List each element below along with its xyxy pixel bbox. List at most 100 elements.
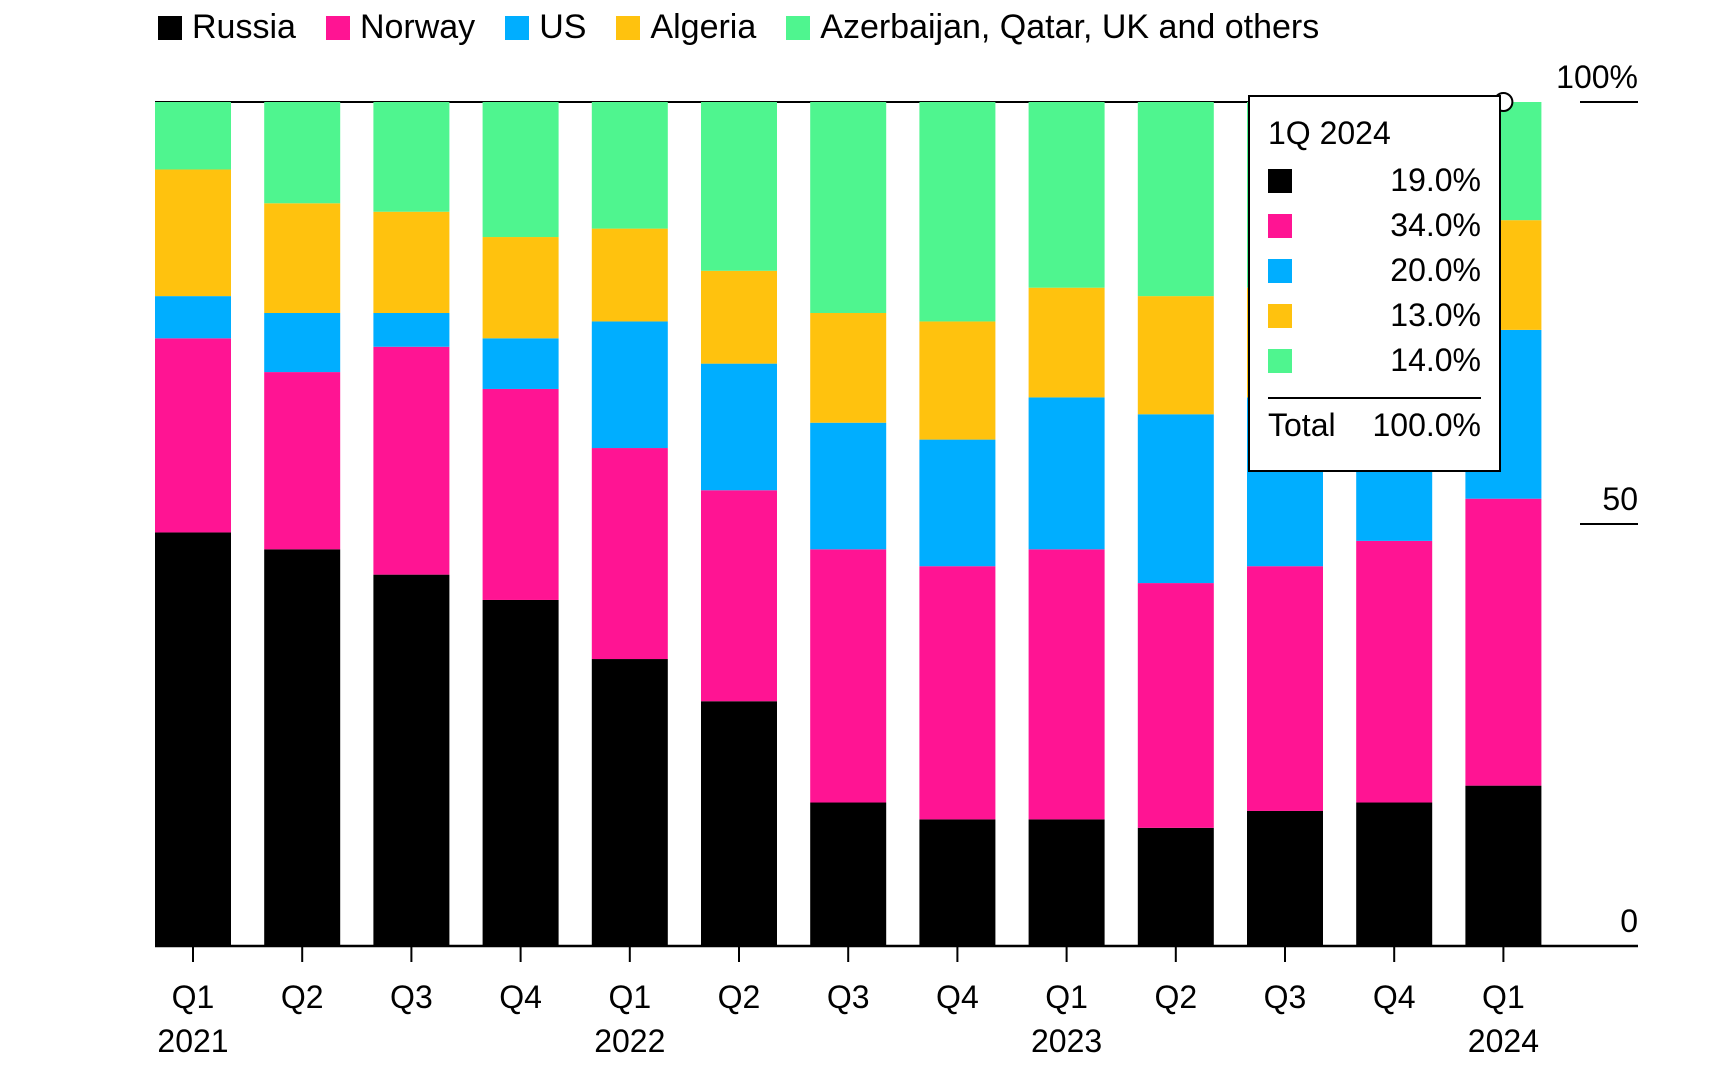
bar-segment xyxy=(810,802,887,946)
bar-segment xyxy=(482,599,559,946)
bar-segment xyxy=(1137,414,1214,584)
x-tick-label: Q1 xyxy=(1045,979,1088,1015)
bar-segment xyxy=(482,102,559,238)
bar-segment xyxy=(919,819,996,946)
bar-segment xyxy=(701,490,777,702)
bar-segment xyxy=(264,372,341,550)
tooltip-row: 13.0% xyxy=(1268,293,1481,338)
tooltip: 1Q 2024 19.0% 34.0% 20.0% 13.0% 14.0% Total … xyxy=(1248,95,1501,472)
bar-segment xyxy=(919,439,996,567)
tooltip-value: 19.0% xyxy=(1390,162,1481,198)
bar-segment xyxy=(591,102,668,229)
legend-item: Norway xyxy=(325,8,476,47)
tooltip-title: 1Q 2024 xyxy=(1268,115,1391,151)
legend-item: US xyxy=(505,8,586,47)
bar-segment xyxy=(482,237,559,339)
bar-segment xyxy=(482,388,559,600)
bar-segment xyxy=(1028,549,1105,820)
bar-segment xyxy=(701,270,777,364)
bar-segment xyxy=(1028,397,1105,550)
bar-segment xyxy=(1137,296,1214,415)
legend-item: Algeria xyxy=(616,8,756,47)
tooltip-total: Total 100.0% xyxy=(1268,407,1481,444)
bar-segment xyxy=(264,313,341,373)
bar-segment xyxy=(155,338,231,533)
x-tick-label: Q1 xyxy=(172,979,215,1015)
tooltip-swatch xyxy=(1268,258,1292,283)
x-tick-label: Q2 xyxy=(718,979,761,1015)
tooltip-value: 13.0% xyxy=(1390,297,1481,333)
legend: Russia Norway US Algeria Azerbaijan, Qatar, … xyxy=(158,8,1319,47)
bar-segment xyxy=(264,549,341,946)
x-tick-label: Q4 xyxy=(1373,979,1416,1015)
x-year-label: 2022 xyxy=(594,1023,665,1059)
legend-swatch xyxy=(325,15,350,40)
bar-segment xyxy=(373,102,450,212)
bar-segment xyxy=(373,211,450,313)
bar-segment xyxy=(155,102,231,170)
bar-segment xyxy=(1356,540,1433,803)
bar-segment xyxy=(1247,810,1323,946)
x-tick-label: Q3 xyxy=(390,979,433,1015)
bar-segment xyxy=(701,363,777,491)
bar-segment xyxy=(1028,819,1105,946)
x-tick-label: Q1 xyxy=(608,979,651,1015)
bar-segment xyxy=(810,313,887,423)
bar-segment xyxy=(1137,102,1214,297)
bar-segment xyxy=(1247,566,1323,811)
bar-segment xyxy=(701,701,777,946)
legend-swatch xyxy=(786,15,811,40)
bar-segment xyxy=(1465,498,1542,786)
y-tick-label: 0 xyxy=(1620,903,1638,939)
bar-segment xyxy=(373,574,450,946)
tooltip-swatch xyxy=(1268,168,1292,193)
legend-swatch xyxy=(158,15,182,40)
tooltip-row: 19.0% xyxy=(1268,158,1481,203)
x-tick-label: Q3 xyxy=(827,979,870,1015)
bar-segment xyxy=(919,102,996,322)
legend-label: Azerbaijan, Qatar, UK and others xyxy=(820,8,1320,46)
bar-segment xyxy=(919,566,996,820)
x-year-label: 2024 xyxy=(1468,1023,1539,1059)
y-tick-label: 50 xyxy=(1602,481,1638,517)
y-tick-label: 100% xyxy=(1556,59,1638,95)
bar-segment xyxy=(810,422,887,550)
bar-segment xyxy=(1356,802,1433,946)
legend-swatch xyxy=(505,15,530,40)
bar-segment xyxy=(1137,583,1214,828)
tooltip-swatch xyxy=(1268,213,1292,238)
legend-item: Russia xyxy=(158,8,296,47)
x-tick-label: Q4 xyxy=(936,979,979,1015)
bar-segment xyxy=(701,102,777,271)
tooltip-divider xyxy=(1268,397,1481,399)
tooltip-swatch xyxy=(1268,348,1292,373)
bar-segment xyxy=(155,532,231,946)
bar-segment xyxy=(264,203,341,313)
bar-segment xyxy=(264,102,341,204)
bar-segment xyxy=(482,338,559,389)
x-tick-label: Q3 xyxy=(1264,979,1307,1015)
legend-label: Russia xyxy=(192,8,296,46)
bar-segment xyxy=(591,228,668,322)
bar-segment xyxy=(810,549,887,803)
tooltip-value: 14.0% xyxy=(1390,342,1481,378)
bar-segment xyxy=(919,321,996,440)
bar-segment xyxy=(1137,827,1214,946)
bar-segment xyxy=(1028,287,1105,398)
legend-swatch xyxy=(616,15,641,40)
bar-segment xyxy=(373,346,450,575)
x-tick-label: Q1 xyxy=(1482,979,1525,1015)
legend-label: Algeria xyxy=(650,8,757,46)
tooltip-swatch xyxy=(1268,303,1292,328)
legend-label: Norway xyxy=(359,8,476,46)
tooltip-value: 20.0% xyxy=(1390,252,1481,288)
tooltip-total-value: 100.0% xyxy=(1372,407,1481,443)
bar-segment xyxy=(810,102,887,313)
legend-item: Azerbaijan, Qatar, UK and others xyxy=(786,8,1319,47)
x-tick-label: Q4 xyxy=(499,979,542,1015)
bar-segment xyxy=(155,169,231,297)
tooltip-total-label: Total xyxy=(1268,407,1336,443)
tooltip-value: 34.0% xyxy=(1390,207,1481,243)
bar-segment xyxy=(1465,785,1542,946)
